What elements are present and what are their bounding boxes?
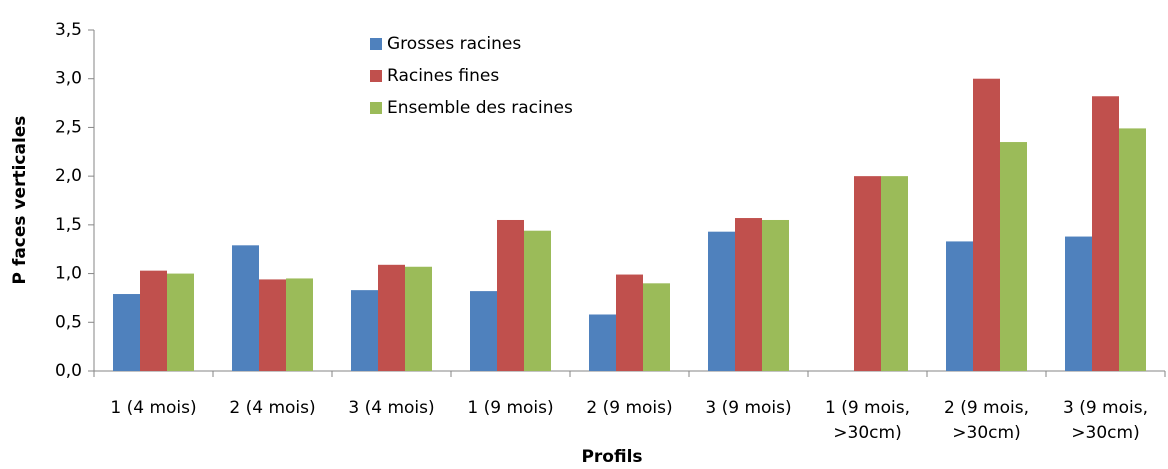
legend-swatch — [370, 38, 382, 50]
bar — [735, 218, 762, 371]
bar — [973, 78, 1000, 371]
y-tick-label: 0,0 — [55, 361, 82, 381]
bar — [946, 241, 973, 371]
legend-swatch — [370, 102, 382, 114]
x-tick-label: 2 (4 mois) — [229, 398, 316, 418]
y-tick-label: 3,5 — [55, 20, 82, 40]
x-tick-label: 1 (9 mois) — [467, 398, 554, 418]
bar — [708, 231, 735, 371]
bar — [589, 314, 616, 371]
bar — [470, 291, 497, 371]
y-tick-label: 1,0 — [55, 264, 82, 284]
bar — [351, 290, 378, 371]
x-tick-label: 1 (9 mois, >30cm) — [824, 398, 911, 443]
x-tick-label: 3 (9 mois, >30cm) — [1062, 398, 1149, 443]
y-tick-label: 1,5 — [55, 215, 82, 235]
legend-label: Grosses racines — [387, 34, 521, 54]
bar — [405, 266, 432, 371]
x-axis-label: Profils — [581, 447, 642, 467]
legend-label: Ensemble des racines — [387, 98, 573, 118]
x-tick-label: 1 (4 mois) — [110, 398, 197, 418]
bar — [286, 278, 313, 371]
x-tick-label: 3 (9 mois) — [705, 398, 792, 418]
bar — [1119, 128, 1146, 371]
y-tick-label: 3,0 — [55, 69, 82, 89]
x-tick-label: 3 (4 mois) — [348, 398, 435, 418]
x-tick-label: 2 (9 mois) — [586, 398, 673, 418]
bar — [140, 270, 167, 371]
bar — [497, 219, 524, 371]
legend-label: Racines fines — [387, 66, 499, 86]
bar — [1065, 236, 1092, 371]
bar — [881, 176, 908, 371]
bar — [378, 264, 405, 371]
bar — [762, 219, 789, 371]
y-axis-label: P faces verticales — [10, 116, 30, 285]
bar — [643, 283, 670, 371]
bar — [259, 279, 286, 371]
y-tick-label: 2,5 — [55, 117, 82, 137]
bar — [232, 245, 259, 371]
x-tick-label: 2 (9 mois, >30cm) — [943, 398, 1030, 443]
bar — [167, 273, 194, 371]
y-tick-label: 0,5 — [55, 312, 82, 332]
bar — [1092, 96, 1119, 371]
bar — [524, 230, 551, 371]
bar — [854, 176, 881, 371]
bar — [1000, 142, 1027, 371]
legend-swatch — [370, 70, 382, 82]
bar — [113, 294, 140, 371]
bar — [616, 274, 643, 371]
y-tick-label: 2,0 — [55, 166, 82, 186]
